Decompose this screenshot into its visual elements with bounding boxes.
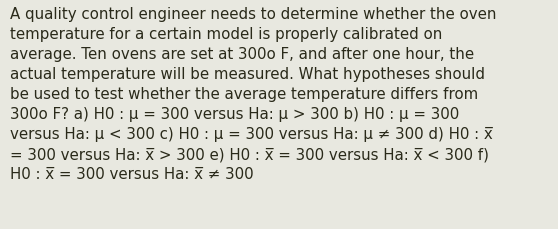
Text: A quality control engineer needs to determine whether the oven
temperature for a: A quality control engineer needs to dete…: [10, 7, 497, 181]
